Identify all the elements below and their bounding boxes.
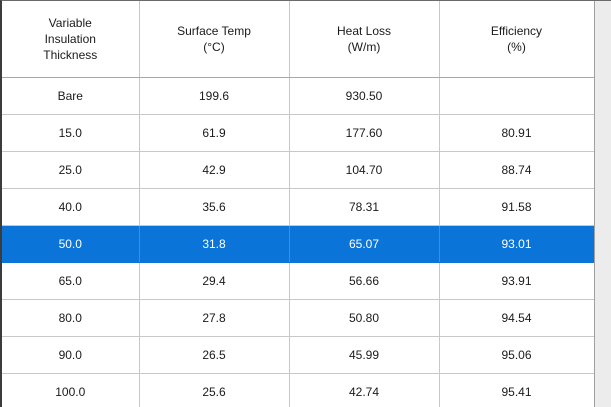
cell-thickness[interactable]: 90.0 [2, 336, 140, 374]
table-row[interactable]: 90.0 26.5 45.99 95.06 [2, 336, 595, 374]
cell-surface-temp[interactable]: 31.8 [139, 225, 290, 263]
cell-thickness[interactable]: 15.0 [2, 114, 140, 152]
cell-efficiency[interactable]: 88.74 [439, 151, 595, 189]
scrollbar-track[interactable] [594, 1, 611, 407]
table-row[interactable]: 80.0 27.8 50.80 94.54 [2, 299, 595, 337]
cell-surface-temp[interactable]: 27.8 [139, 299, 290, 337]
cell-surface-temp[interactable]: 25.6 [139, 373, 290, 407]
table-row[interactable]: 100.0 25.6 42.74 95.41 [2, 373, 595, 407]
column-header-efficiency[interactable]: Efficiency (%) [439, 1, 595, 78]
cell-heat-loss[interactable]: 56.66 [289, 262, 440, 300]
cell-heat-loss[interactable]: 177.60 [289, 114, 440, 152]
cell-thickness[interactable]: Bare [2, 77, 140, 115]
cell-heat-loss[interactable]: 78.31 [289, 188, 440, 226]
table-row[interactable]: 65.0 29.4 56.66 93.91 [2, 262, 595, 300]
cell-surface-temp[interactable]: 61.9 [139, 114, 290, 152]
column-header-heat-loss[interactable]: Heat Loss (W/m) [289, 1, 440, 78]
cell-surface-temp[interactable]: 42.9 [139, 151, 290, 189]
cell-efficiency[interactable]: 91.58 [439, 188, 595, 226]
cell-efficiency[interactable]: 95.41 [439, 373, 595, 407]
cell-surface-temp[interactable]: 26.5 [139, 336, 290, 374]
header-row: Variable Insulation Thickness Surface Te… [2, 1, 595, 78]
table-row[interactable]: 40.0 35.6 78.31 91.58 [2, 188, 595, 226]
cell-heat-loss[interactable]: 930.50 [289, 77, 440, 115]
cell-surface-temp[interactable]: 199.6 [139, 77, 290, 115]
cell-efficiency[interactable]: 80.91 [439, 114, 595, 152]
cell-efficiency[interactable]: 93.01 [439, 225, 595, 263]
cell-efficiency[interactable] [439, 77, 595, 115]
cell-thickness[interactable]: 65.0 [2, 262, 140, 300]
table-row-selected[interactable]: 50.0 31.8 65.07 93.01 [2, 225, 595, 263]
cell-heat-loss[interactable]: 50.80 [289, 299, 440, 337]
cell-heat-loss[interactable]: 45.99 [289, 336, 440, 374]
column-header-thickness[interactable]: Variable Insulation Thickness [2, 1, 140, 78]
column-header-surface-temp[interactable]: Surface Temp (°C) [139, 1, 290, 78]
cell-thickness[interactable]: 25.0 [2, 151, 140, 189]
cell-surface-temp[interactable]: 29.4 [139, 262, 290, 300]
insulation-results-table: Variable Insulation Thickness Surface Te… [2, 1, 595, 407]
table-row[interactable]: Bare 199.6 930.50 [2, 77, 595, 115]
table-row[interactable]: 25.0 42.9 104.70 88.74 [2, 151, 595, 189]
cell-thickness[interactable]: 50.0 [2, 225, 140, 263]
cell-surface-temp[interactable]: 35.6 [139, 188, 290, 226]
cell-efficiency[interactable]: 93.91 [439, 262, 595, 300]
table-row[interactable]: 15.0 61.9 177.60 80.91 [2, 114, 595, 152]
cell-efficiency[interactable]: 95.06 [439, 336, 595, 374]
cell-thickness[interactable]: 40.0 [2, 188, 140, 226]
cell-heat-loss[interactable]: 42.74 [289, 373, 440, 407]
cell-heat-loss[interactable]: 104.70 [289, 151, 440, 189]
cell-thickness[interactable]: 80.0 [2, 299, 140, 337]
cell-heat-loss[interactable]: 65.07 [289, 225, 440, 263]
cell-efficiency[interactable]: 94.54 [439, 299, 595, 337]
cell-thickness[interactable]: 100.0 [2, 373, 140, 407]
